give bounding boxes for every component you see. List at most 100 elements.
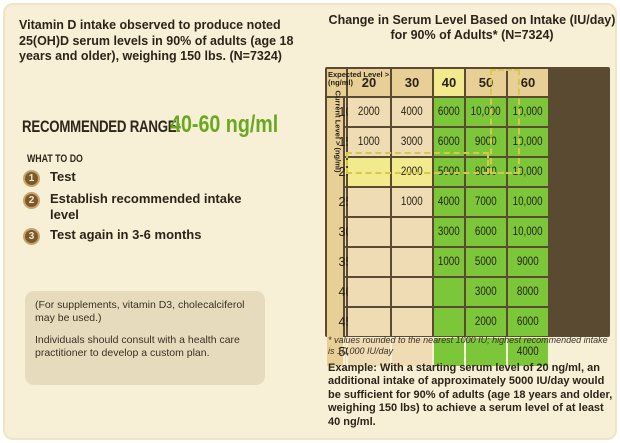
current-level-strip — [327, 98, 343, 366]
table-cell-value: 10,000 — [513, 226, 543, 238]
table-cell — [434, 278, 464, 306]
example-text: Example: With a starting serum level of … — [328, 362, 613, 428]
table-cell-value: 9000 — [517, 256, 539, 268]
table-cell — [392, 248, 432, 276]
what-to-do-heading: WHAT TO DO — [27, 153, 83, 165]
table-cell: 6000 — [508, 308, 548, 336]
table-cell — [348, 308, 390, 336]
table-cell — [348, 278, 390, 306]
expected-level-header: 50 — [466, 69, 506, 96]
table-cell-value: 3000 — [475, 286, 497, 298]
table-cell: 7000 — [466, 188, 506, 216]
table-cell: 4000 — [508, 338, 548, 366]
table-cell-value: 1000 — [438, 256, 460, 268]
table-cell-value: 10,000 — [471, 106, 501, 118]
step-item: 3 Test again in 3-6 months — [23, 227, 253, 245]
table-cell-value: 7000 — [475, 196, 497, 208]
step-item: 2 Establish recommended intake level — [23, 191, 253, 223]
current-level-row-header: 15 — [339, 128, 352, 156]
table-cell: 3000 — [466, 278, 506, 306]
table-cell — [348, 188, 390, 216]
table-cell: 10,000 — [508, 128, 548, 156]
current-level-row-header: 45 — [339, 308, 352, 336]
table-cell-value: 10,000 — [513, 196, 543, 208]
table-cell: 8000 — [466, 158, 506, 186]
table-cell: 3000 — [434, 218, 464, 246]
table-cell: 2000 — [392, 158, 432, 186]
table-cell-value: 10,000 — [513, 166, 543, 178]
table-cell: 9000 — [466, 128, 506, 156]
table-cell-value: 10,000 — [513, 136, 543, 148]
current-level-row-header: 35 — [339, 248, 352, 276]
expected-level-header: 60 — [508, 69, 548, 96]
table-cell-value: 3000 — [438, 226, 460, 238]
table-cell: 6000 — [466, 218, 506, 246]
table-cell: 10,000 — [508, 158, 548, 186]
range-value: 40-60 ng/ml — [170, 111, 279, 138]
table-cell — [392, 338, 432, 366]
table-cell: 2000 — [466, 308, 506, 336]
table-cell: 1000 — [434, 248, 464, 276]
table-cell: 6000 — [434, 128, 464, 156]
table-cell-value: 4000 — [438, 196, 460, 208]
table-cell: 4000 — [392, 98, 432, 126]
table-cell-value: 6000 — [438, 106, 460, 118]
table-cell-value: 2000 — [475, 316, 497, 328]
step-text: Establish recommended intake level — [50, 191, 242, 222]
supplement-note: (For supplements, vitamin D3, cholecalci… — [35, 299, 245, 324]
step-number-icon: 3 — [23, 228, 40, 245]
table-cell-value: 9000 — [475, 136, 497, 148]
table-cell: 9000 — [508, 248, 548, 276]
table-cell: 10,000 — [508, 188, 548, 216]
table-cell-value: 6000 — [517, 316, 539, 328]
table-cell-value: 3000 — [401, 136, 423, 148]
table-cell: 5000 — [434, 158, 464, 186]
table-cell: 10,000 — [508, 218, 548, 246]
range-label: RECOMMENDED RANGE: — [22, 117, 181, 136]
table-cell: 3000 — [392, 128, 432, 156]
current-level-row-header: 30 — [339, 218, 352, 246]
table-cell-value: 2000 — [401, 166, 423, 178]
table-cell — [392, 218, 432, 246]
table-cell — [392, 278, 432, 306]
table-cell: 6000 — [434, 98, 464, 126]
table-cell — [434, 338, 464, 366]
table-cell-value: 1000 — [401, 196, 423, 208]
step-number-icon: 2 — [23, 192, 40, 209]
expected-level-header: 40 — [434, 69, 464, 96]
note-box: (For supplements, vitamin D3, cholecalci… — [25, 291, 265, 385]
step-item: 1 Test — [23, 169, 253, 187]
table-cell: 1000 — [392, 188, 432, 216]
table-cell-value: 2000 — [358, 106, 380, 118]
steps-list: 1 Test 2 Establish recommended intake le… — [23, 169, 253, 249]
expected-level-header: 30 — [392, 69, 432, 96]
table-cell-value: 10,000 — [513, 106, 543, 118]
intro-text: Vitamin D intake observed to produce not… — [19, 18, 294, 63]
table-cell-value: 4000 — [517, 346, 539, 358]
table-cell: 5000 — [466, 248, 506, 276]
table-cell — [466, 338, 506, 366]
current-level-row-header: 20 — [339, 158, 352, 186]
table-cell — [348, 158, 390, 186]
table-cell: 4000 — [434, 188, 464, 216]
table-cell — [348, 218, 390, 246]
table-cell-value: 6000 — [475, 226, 497, 238]
current-level-row-header: 25 — [339, 188, 352, 216]
current-level-row-header: 10 — [339, 98, 352, 126]
table-corner-cell — [327, 69, 346, 96]
consult-note: Individuals should consult with a health… — [35, 334, 240, 359]
table-footnote: * values rounded to the nearest 1000 IU;… — [328, 335, 608, 356]
table-cell — [348, 338, 390, 366]
table-cell — [434, 308, 464, 336]
step-text: Test again in 3-6 months — [50, 227, 202, 242]
table-cell — [348, 248, 390, 276]
table-cell: 10,000 — [508, 98, 548, 126]
recommended-range: RECOMMENDED RANGE: 40-60 ng/ml — [22, 111, 302, 139]
table-cell-value: 5000 — [438, 166, 460, 178]
table-cell-value: 8000 — [517, 286, 539, 298]
current-level-label: Current Level > (ng/ml) — [331, 90, 345, 172]
expected-level-header: 20 — [348, 69, 390, 96]
table-cell-value: 6000 — [438, 136, 460, 148]
table-cell-value: 4000 — [401, 106, 423, 118]
current-level-label-text: Current Level > (ng/ml) — [333, 90, 343, 172]
